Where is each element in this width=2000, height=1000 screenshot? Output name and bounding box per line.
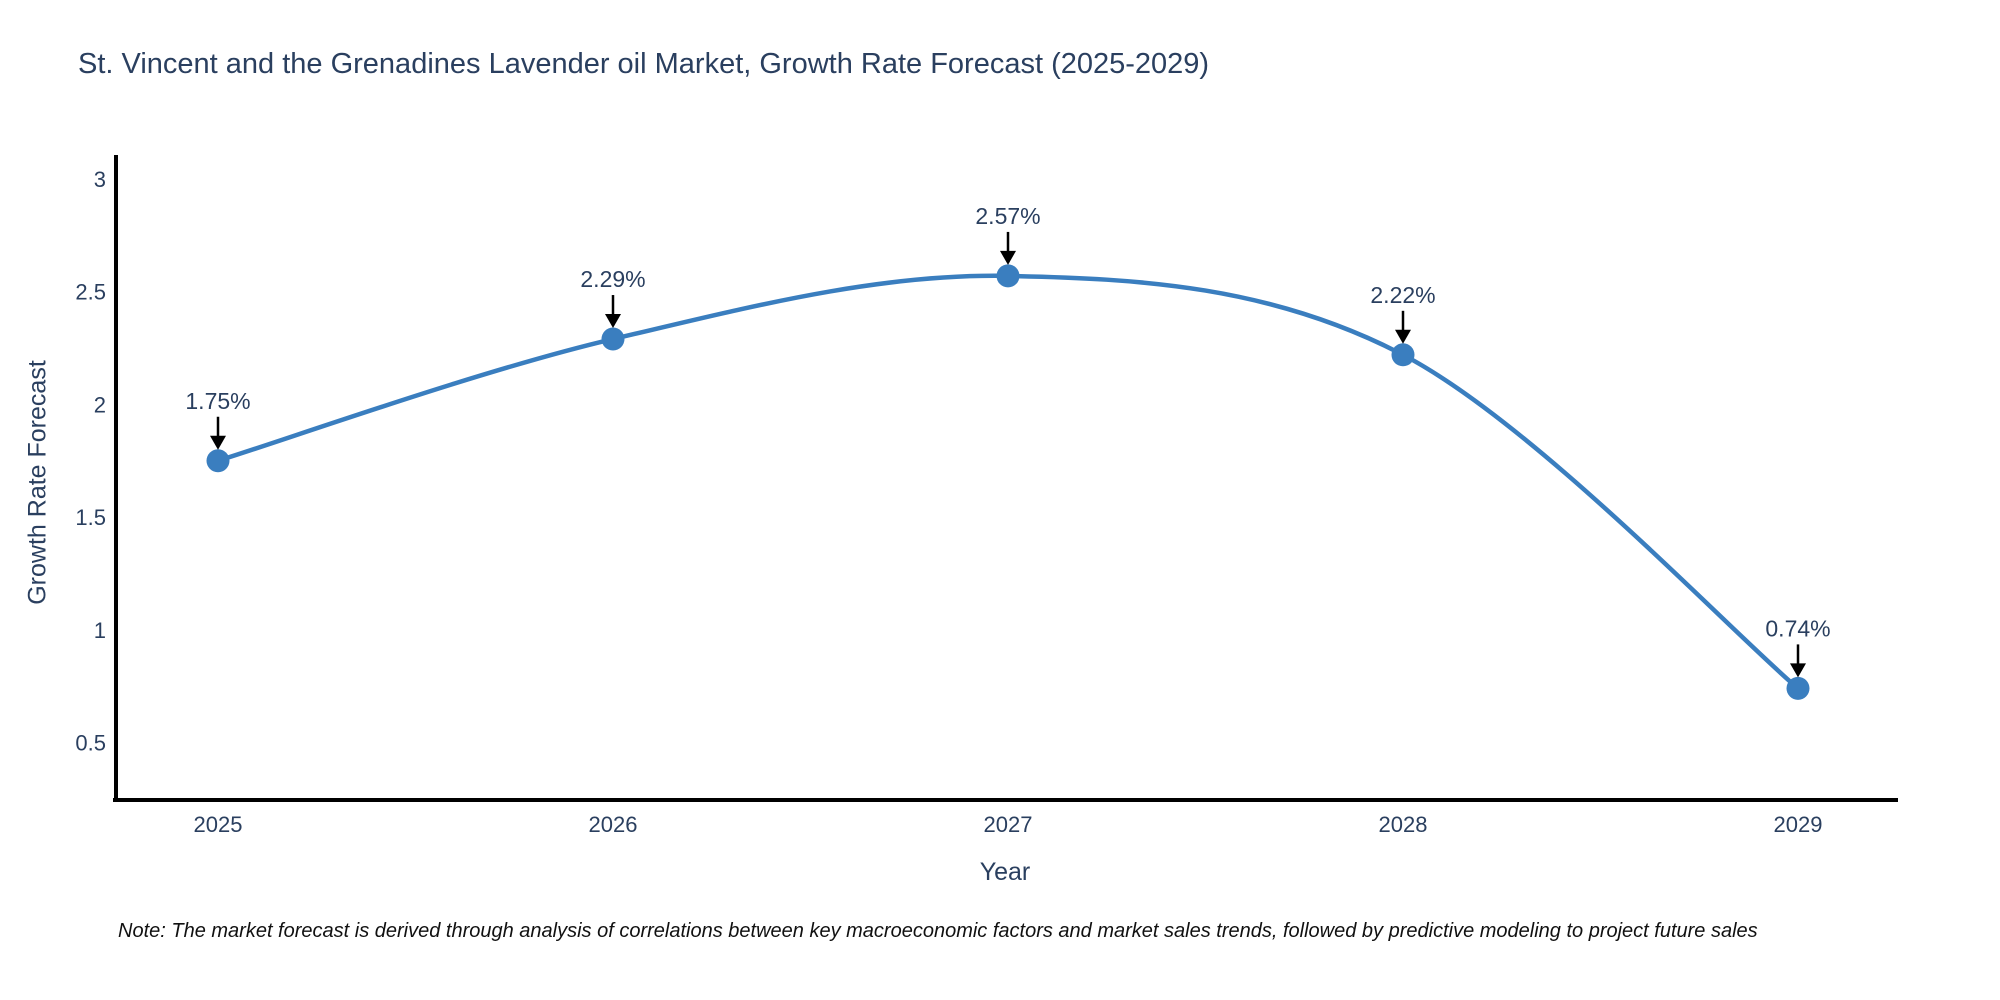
data-point-marker[interactable] bbox=[996, 264, 1020, 288]
point-annotation-label: 2.57% bbox=[975, 203, 1040, 229]
annotation-arrowhead bbox=[1790, 663, 1806, 678]
annotation-arrowhead bbox=[1395, 329, 1411, 344]
data-point-marker[interactable] bbox=[1786, 676, 1810, 700]
y-axis-title: Growth Rate Forecast bbox=[23, 360, 52, 605]
x-tick-label: 2026 bbox=[589, 812, 638, 837]
annotation-arrowhead bbox=[1000, 250, 1016, 265]
data-point-marker[interactable] bbox=[206, 449, 230, 473]
point-annotation-label: 1.75% bbox=[185, 388, 250, 414]
y-tick-label: 1.5 bbox=[75, 505, 106, 530]
y-tick-label: 2.5 bbox=[75, 280, 106, 305]
x-tick-label: 2027 bbox=[984, 812, 1033, 837]
x-tick-label: 2029 bbox=[1774, 812, 1823, 837]
y-tick-label: 2 bbox=[94, 392, 106, 417]
footer-note: Note: The market forecast is derived thr… bbox=[118, 920, 1758, 942]
x-tick-label: 2028 bbox=[1379, 812, 1428, 837]
chart-title: St. Vincent and the Grenadines Lavender … bbox=[78, 48, 1210, 80]
data-point-marker[interactable] bbox=[1391, 343, 1415, 367]
x-tick-label: 2025 bbox=[194, 812, 243, 837]
y-tick-label: 3 bbox=[94, 167, 106, 192]
trend-line bbox=[217, 273, 1800, 691]
x-axis-title: Year bbox=[979, 858, 1031, 886]
y-tick-label: 0.5 bbox=[75, 731, 106, 756]
annotation-arrowhead bbox=[605, 314, 621, 329]
point-annotation-label: 2.22% bbox=[1370, 282, 1435, 308]
annotation-arrowhead bbox=[210, 435, 226, 450]
y-tick-label: 1 bbox=[94, 618, 106, 643]
data-point-marker[interactable] bbox=[601, 327, 625, 351]
point-annotation-label: 0.74% bbox=[1765, 615, 1830, 641]
point-annotation-label: 2.29% bbox=[580, 266, 645, 292]
